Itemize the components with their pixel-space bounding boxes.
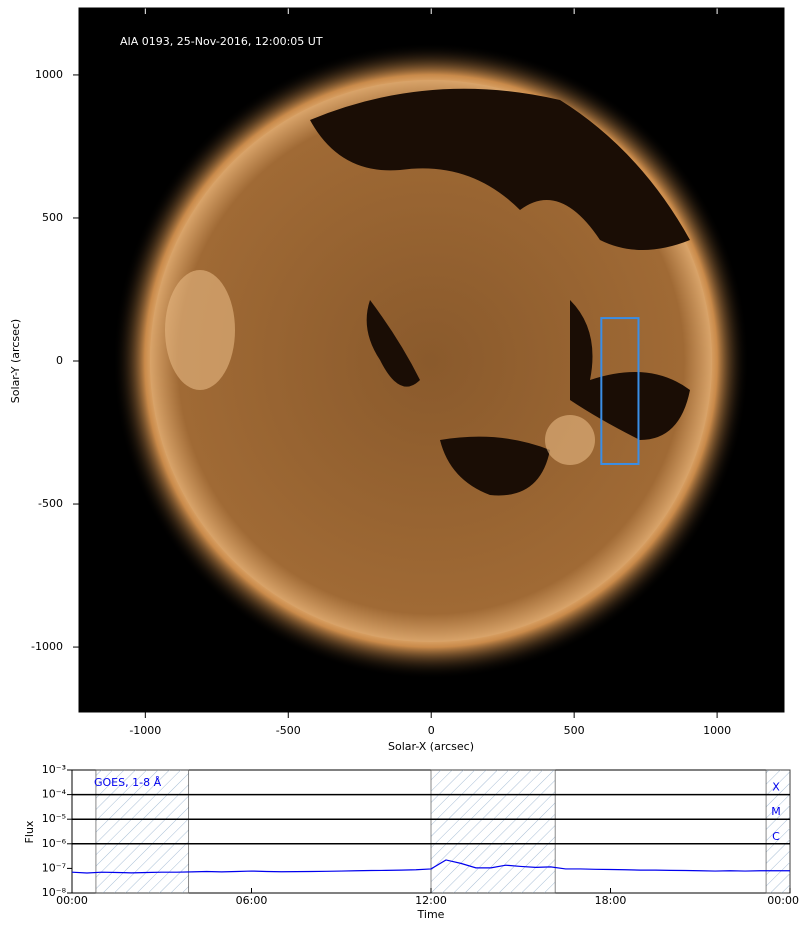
solar-disk xyxy=(150,80,712,642)
active-region xyxy=(545,415,595,465)
coronal-hole xyxy=(310,88,690,250)
coronal-hole xyxy=(366,300,420,387)
flare-class-label: M xyxy=(771,805,781,818)
shaded-interval xyxy=(765,769,791,894)
flare-class-label: X xyxy=(772,781,780,794)
x-tick-label: 1000 xyxy=(703,724,731,737)
annotation: AIA 0193, 25-Nov-2016, 12:00:05 UT xyxy=(120,35,323,48)
region-box xyxy=(600,317,640,465)
x-tick-label: -500 xyxy=(276,724,301,737)
x-tick-label: 18:00 xyxy=(595,894,627,907)
y-tick-label: 10⁻⁷ xyxy=(42,861,66,874)
x-tick-label: 06:00 xyxy=(236,894,268,907)
x-tick-label: 500 xyxy=(564,724,585,737)
x-axis-label: Solar-X (arcsec) xyxy=(388,740,474,753)
y-tick-label: 1000 xyxy=(35,68,63,81)
x-tick-label: 00:00 xyxy=(767,894,799,907)
x-tick-label: 00:00 xyxy=(56,894,88,907)
y-tick-label: 10⁻³ xyxy=(42,763,66,776)
image-frame xyxy=(78,7,785,713)
y-tick-label: 500 xyxy=(42,211,63,224)
legend-entry: GOES, 1-8 Å xyxy=(94,776,162,789)
x-tick-label: 12:00 xyxy=(415,894,447,907)
x-tick-label: 0 xyxy=(428,724,435,737)
x-tick-label: -1000 xyxy=(129,724,161,737)
shaded-interval xyxy=(430,769,556,894)
flare-class-label: C xyxy=(772,830,780,843)
y-tick-label: 10⁻⁴ xyxy=(42,788,67,801)
x-axis-label: Time xyxy=(417,908,445,921)
y-tick-label: -1000 xyxy=(31,640,63,653)
y-tick-label: 10⁻⁸ xyxy=(42,886,67,899)
coronal-hole xyxy=(440,436,550,496)
y-tick-label: -500 xyxy=(38,497,63,510)
y-axis-label: Solar-Y (arcsec) xyxy=(9,319,22,403)
flux-line xyxy=(71,859,790,874)
coronal-hole xyxy=(570,300,690,440)
y-tick-label: 10⁻⁵ xyxy=(42,812,66,825)
active-region xyxy=(165,270,235,390)
y-tick-label: 0 xyxy=(56,354,63,367)
sun xyxy=(113,43,749,679)
y-tick-label: 10⁻⁶ xyxy=(42,837,67,850)
y-axis-label: Flux xyxy=(23,820,36,843)
